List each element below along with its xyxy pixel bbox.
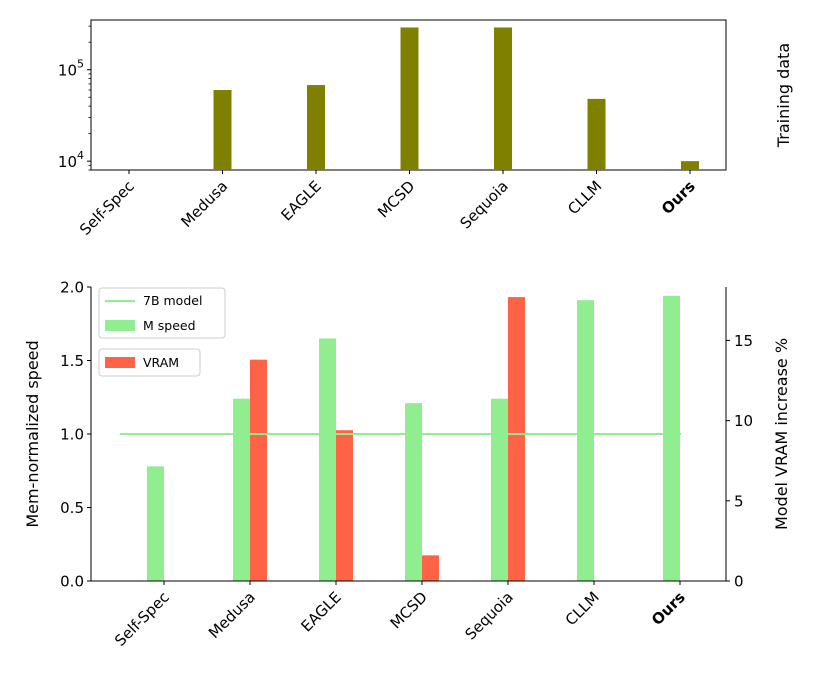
bottom-right-tick-label: 5 xyxy=(734,492,744,510)
bottom-x-tick-label-eagle: EAGLE xyxy=(297,588,344,635)
bottom-x-tick-label-cllm: CLLM xyxy=(562,588,603,629)
bottom-x-ticks: Self-Spec Medusa EAGLE MCSD Sequoia CLLM Ours xyxy=(111,581,689,650)
bottom-x-tick-label-self-spec: Self-Spec xyxy=(111,588,173,650)
m-speed-bar-ours xyxy=(663,295,680,581)
bottom-left-tick-label: 1.0 xyxy=(60,426,84,444)
m-speed-bar-medusa xyxy=(233,398,250,581)
top-x-tick-label-eagle: EAGLE xyxy=(277,177,324,224)
top-x-tick-label-sequoia: Sequoia xyxy=(456,177,511,232)
top-y-tick-label: 104 xyxy=(58,149,84,171)
m-speed-bar-self-spec xyxy=(147,466,164,581)
bottom-left-y-ticks: 0.0 0.5 1.0 1.5 2.0 xyxy=(60,279,91,591)
top-y-ticks: 104 105 xyxy=(58,25,91,171)
top-right-axis-label: Training data xyxy=(774,43,793,148)
vram-bar-medusa xyxy=(250,359,267,581)
top-x-tick-label-mcsd: MCSD xyxy=(374,177,418,221)
bottom-chart: 0.0 0.5 1.0 1.5 2.0 0 5 10 15 Self-Spec Medusa EA… xyxy=(23,279,791,650)
bottom-right-axis-label: Model VRAM increase % xyxy=(772,338,791,530)
top-chart: 104 105 Self-Spec Medusa EAGLE MCSD Sequoia CL… xyxy=(58,19,793,239)
bottom-x-tick-label-sequoia: Sequoia xyxy=(461,588,516,643)
m-speed-bar-sequoia xyxy=(491,398,508,581)
bottom-left-tick-label: 0.5 xyxy=(60,499,84,517)
bottom-left-tick-label: 2.0 xyxy=(60,279,84,297)
top-bars xyxy=(213,27,699,171)
bottom-right-y-ticks: 0 5 10 15 xyxy=(726,332,753,591)
legend-secondary-box xyxy=(98,348,201,377)
m-speed-bar-cllm xyxy=(577,300,594,581)
bottom-x-tick-label-medusa: Medusa xyxy=(205,588,259,642)
top-x-tick-label-ours: Ours xyxy=(658,177,699,218)
legend-secondary: VRAM xyxy=(98,348,201,377)
m-speed-bar-eagle xyxy=(319,338,336,581)
top-x-tick-label-medusa: Medusa xyxy=(177,177,231,231)
bottom-bars xyxy=(147,295,680,581)
legend-primary: 7B model M speed xyxy=(98,287,226,339)
bottom-left-tick-label: 1.5 xyxy=(60,352,84,370)
bottom-right-tick-label: 10 xyxy=(734,412,753,430)
bottom-x-tick-label-ours: Ours xyxy=(648,588,689,629)
top-x-ticks: Self-Spec Medusa EAGLE MCSD Sequoia CLLM Ours xyxy=(76,170,699,239)
top-x-tick-label-cllm: CLLM xyxy=(564,177,605,218)
training-data-bar-cllm xyxy=(587,98,606,170)
training-data-bar-medusa xyxy=(213,90,232,170)
legend-swatch-m-speed xyxy=(105,320,135,331)
bottom-left-axis-label: Mem-normalized speed xyxy=(23,340,42,527)
vram-bar-eagle xyxy=(336,430,353,581)
legend-label-7b-model: 7B model xyxy=(143,293,202,308)
training-data-bar-sequoia xyxy=(494,27,512,171)
legend-swatch-vram xyxy=(105,357,135,368)
bottom-right-tick-label: 0 xyxy=(734,573,744,591)
legend-label-m-speed: M speed xyxy=(143,318,196,333)
top-x-tick-label-self-spec: Self-Spec xyxy=(76,177,138,239)
top-y-tick-label: 105 xyxy=(58,58,84,80)
legend-label-vram: VRAM xyxy=(143,355,179,370)
m-speed-bar-mcsd xyxy=(405,403,422,581)
training-data-bar-mcsd xyxy=(400,27,419,171)
bottom-right-tick-label: 15 xyxy=(734,332,753,350)
bottom-left-tick-label: 0.0 xyxy=(60,573,84,591)
vram-bar-mcsd xyxy=(422,555,439,581)
vram-bar-sequoia xyxy=(508,297,525,581)
bottom-x-tick-label-mcsd: MCSD xyxy=(387,588,431,632)
training-data-bar-eagle xyxy=(307,85,325,170)
training-data-bar-ours xyxy=(681,161,699,170)
